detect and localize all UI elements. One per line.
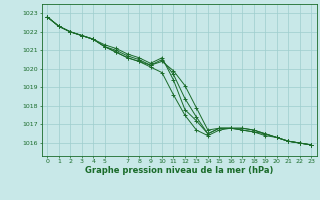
X-axis label: Graphe pression niveau de la mer (hPa): Graphe pression niveau de la mer (hPa)	[85, 166, 273, 175]
